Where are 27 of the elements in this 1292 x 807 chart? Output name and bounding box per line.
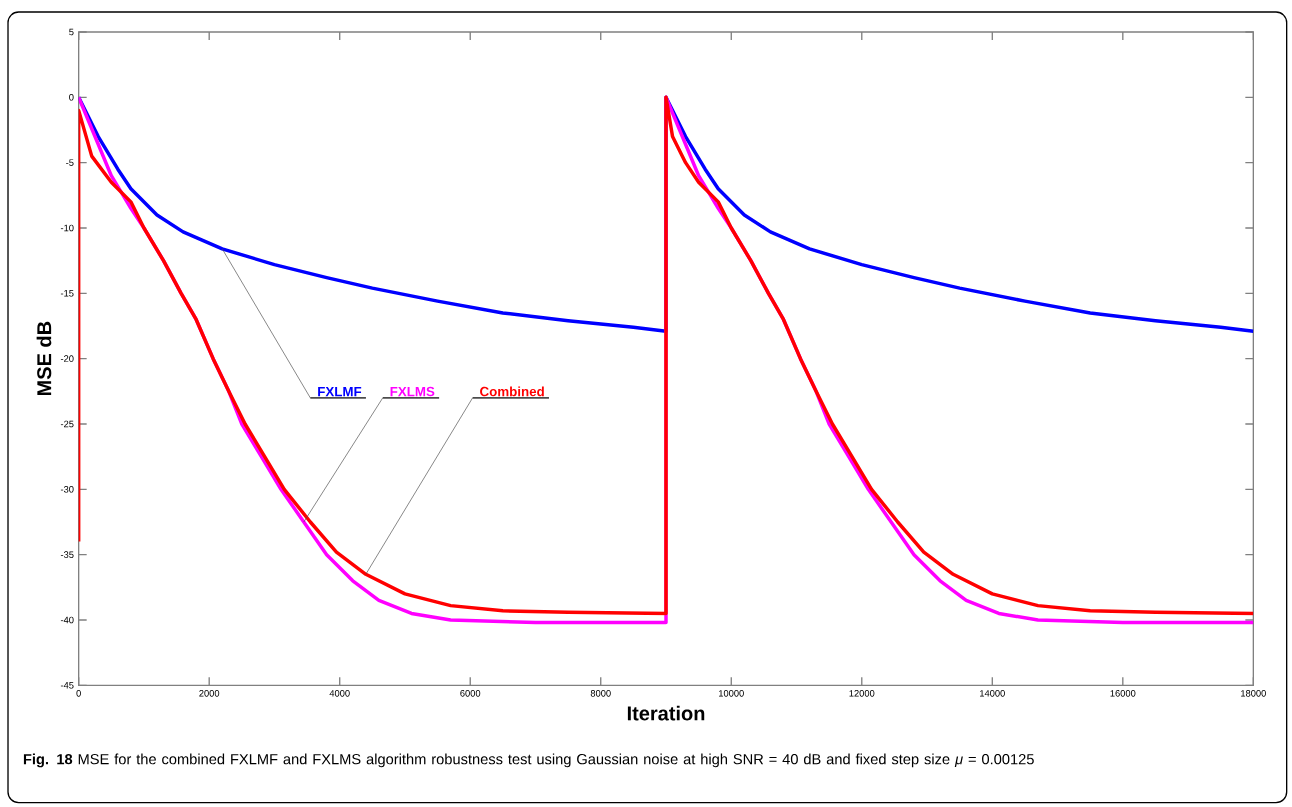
x-tick-label: 14000 xyxy=(980,690,1005,697)
text: Fig. 18 MSE for the combined FXLMF and FXLMS algorithm robustness test using Gaussian noise at high SNR = 40 dB and fixed step size μ = 0.00125 xyxy=(23,753,1034,768)
y-tick-label: 0 xyxy=(69,94,74,101)
text: FXLMF xyxy=(318,387,362,397)
y-tick-label: -15 xyxy=(60,290,74,297)
y-tick-label: -5 xyxy=(66,159,74,167)
x-tick-label: 16000 xyxy=(1110,690,1136,697)
y-tick-label: -45 xyxy=(60,682,74,689)
x-tick-label: 0 xyxy=(76,690,81,697)
y-axis-title: MSE dB xyxy=(36,321,52,396)
text: FXLMS xyxy=(390,386,435,397)
y-tick-label: -40 xyxy=(60,616,74,624)
x-tick-label: 6000 xyxy=(460,690,481,697)
text: Combined xyxy=(480,386,544,397)
x-tick-label: 4000 xyxy=(329,690,350,697)
x-tick-label: 10000 xyxy=(719,690,744,697)
x-tick-label: 12000 xyxy=(849,690,875,697)
x-tick-label: 8000 xyxy=(590,690,611,697)
y-tick-label: -10 xyxy=(60,224,74,232)
x-tick-label: 18000 xyxy=(1241,690,1266,697)
y-tick-label: -30 xyxy=(60,486,74,493)
y-tick-label: -35 xyxy=(60,551,74,559)
x-axis-title: Iteration xyxy=(627,705,705,721)
y-tick-label: 5 xyxy=(69,28,74,36)
y-tick-label: -20 xyxy=(60,355,74,363)
x-tick-label: 2000 xyxy=(199,690,220,697)
y-tick-label: -25 xyxy=(60,420,74,428)
